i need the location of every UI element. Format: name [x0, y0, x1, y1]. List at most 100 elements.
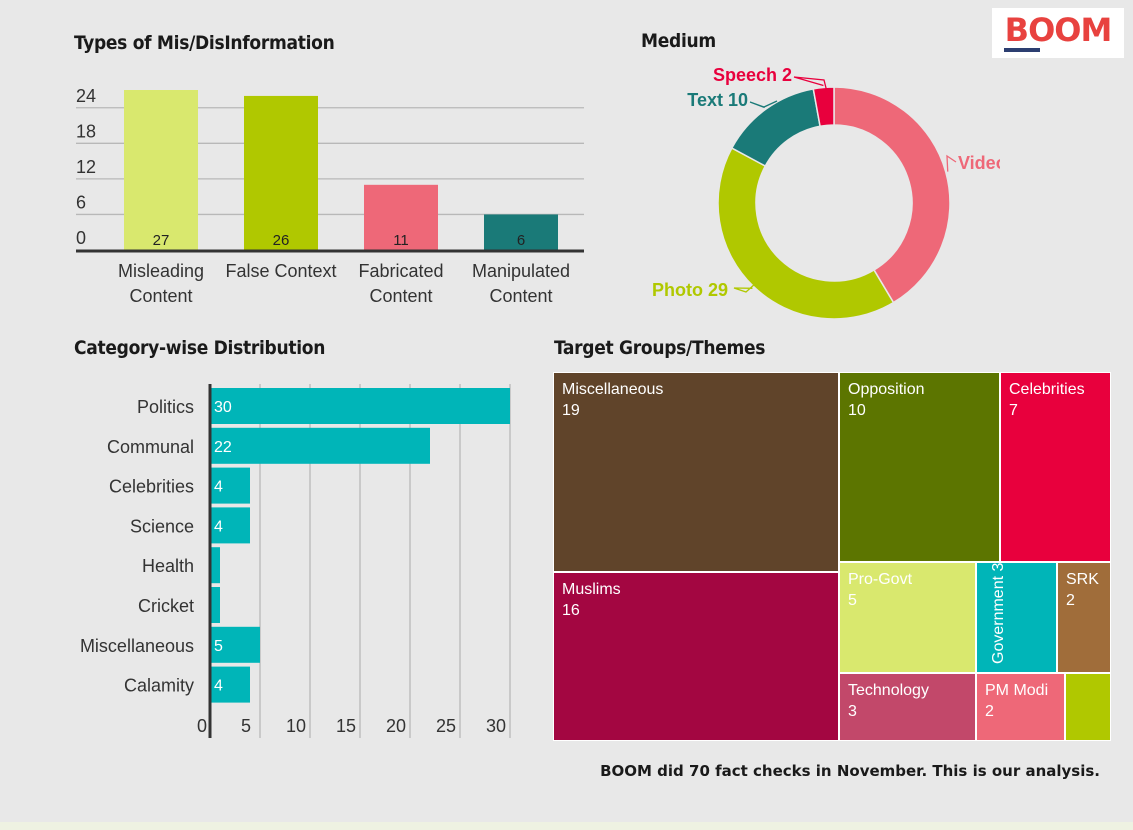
x-category-label: Fabricated: [358, 261, 443, 281]
bar: [364, 184, 438, 250]
donut-slice-label: Text 10: [687, 90, 748, 110]
treemap-cell-label: Opposition: [848, 381, 925, 398]
y-tick-label: 12: [76, 157, 96, 177]
treemap-cell-label: SRK: [1066, 571, 1099, 588]
y-category-label: Calamity: [124, 676, 194, 696]
treemap-cell: Celebrities 7: [1000, 372, 1111, 562]
treemap-cell: Opposition 10: [839, 372, 1000, 562]
donut-slice: [833, 86, 951, 304]
logo-text: BOOM: [1004, 11, 1113, 49]
treemap-cell-label: Celebrities: [1009, 381, 1085, 398]
x-category-label: Content: [489, 286, 552, 306]
bar: [210, 427, 430, 464]
y-tick-label: 6: [76, 192, 86, 212]
treemap-cell-label: Technology: [848, 682, 929, 699]
x-tick-label: 0: [197, 716, 207, 736]
chart-title-category: Category-wise Distribution: [74, 337, 326, 359]
chart-title-target: Target Groups/Themes: [554, 337, 766, 359]
donut-leader-line: [946, 154, 957, 172]
bar-value-label: 11: [393, 232, 409, 249]
bar: [210, 507, 250, 544]
donut-slice: [717, 147, 895, 320]
treemap-cell-label: Pro-Govt: [848, 571, 913, 588]
bar-value-label: 4: [214, 479, 223, 496]
treemap-cell-value: 2: [1066, 592, 1075, 609]
y-tick-label: 0: [76, 228, 86, 248]
y-category-label: Miscellaneous: [80, 636, 194, 656]
chart-title-types: Types of Mis/DisInformation: [74, 32, 335, 54]
treemap-cell-value: 2: [985, 703, 994, 720]
y-tick-label: 18: [76, 121, 96, 141]
x-category-label: Manipulated: [472, 261, 570, 281]
treemap-cell: Pro-Govt 5: [839, 562, 976, 673]
category-bar-chart: 0 5 10 15 20 25 30 30 Politics 22 Communal 4 Celebri…: [80, 384, 511, 738]
treemap-cell-value: 7: [1009, 402, 1018, 419]
medium-donut-chart: Video 29 Photo 29 Text 10 Speech 2: [652, 65, 1000, 320]
donut-slice-label: Speech 2: [713, 65, 792, 85]
footer-note: BOOM did 70 fact checks in November. Thi…: [600, 762, 1100, 780]
bar: [210, 547, 220, 584]
x-tick-label: 10: [286, 716, 306, 736]
treemap-cell: Miscellaneous 19: [553, 372, 839, 572]
treemap-cell-value: 3: [848, 703, 857, 720]
donut-slice-label: Photo 29: [652, 280, 728, 300]
bar: [210, 626, 260, 663]
boom-logo: BOOM: [992, 8, 1124, 58]
bar: [210, 587, 220, 623]
bar-value-label: 5: [214, 638, 223, 655]
treemap-cell-value: 10: [848, 402, 866, 419]
treemap-cell: Technology 3: [839, 673, 976, 741]
x-category-label: Misleading: [118, 261, 204, 281]
bar: [124, 90, 198, 250]
donut-slice: [812, 86, 835, 128]
y-category-label: Cricket: [138, 596, 194, 616]
x-tick-label: 20: [386, 716, 406, 736]
y-category-label: Communal: [107, 437, 194, 457]
treemap-cell-label: Muslims: [562, 581, 621, 598]
bar: [484, 214, 558, 250]
bottom-strip: [0, 822, 1133, 830]
x-category-label: False Context: [225, 261, 336, 281]
bar: [244, 95, 318, 250]
y-tick-label: 24: [76, 86, 96, 106]
logo-underline: [1004, 48, 1040, 52]
y-category-label: Health: [142, 556, 194, 576]
bar-value-label: 4: [214, 678, 223, 695]
bar-value-label: 30: [214, 399, 232, 416]
treemap-cell-value: 19: [562, 402, 580, 419]
bar-value-label: 4: [214, 518, 223, 535]
treemap-cell-label: Government 3: [990, 562, 1007, 664]
donut-leader-line: [733, 282, 757, 293]
x-category-label: Content: [369, 286, 432, 306]
x-tick-label: 25: [436, 716, 456, 736]
treemap-cell-label: PM Modi: [985, 682, 1049, 699]
y-category-label: Science: [130, 516, 194, 536]
bar-value-label: 26: [273, 232, 290, 249]
treemap-cell: [1065, 673, 1111, 741]
donut-slice-label: Video 29: [958, 153, 1000, 173]
treemap-cell: Muslims 16: [553, 572, 839, 741]
bar-value-label: 27: [153, 232, 170, 249]
types-bar-chart: 0 6 12 18 24 27 Misleading Content 26 False Conte…: [76, 86, 584, 306]
treemap-cell: SRK 2: [1057, 562, 1111, 673]
donut-leader-line: [793, 76, 829, 97]
treemap-cell-value: 16: [562, 602, 580, 619]
x-tick-label: 30: [486, 716, 506, 736]
bar: [210, 467, 250, 504]
chart-title-medium: Medium: [641, 30, 716, 52]
bar: [210, 388, 510, 424]
x-category-label: Content: [129, 286, 192, 306]
bar-value-label: 22: [214, 439, 232, 456]
x-tick-label: 5: [241, 716, 251, 736]
treemap-cell: Government 3: [976, 562, 1057, 673]
bar: [210, 666, 250, 703]
treemap-cell: PM Modi 2: [976, 673, 1065, 741]
y-category-label: Politics: [137, 397, 194, 417]
treemap-cell-label: Miscellaneous: [562, 381, 664, 398]
y-category-label: Celebrities: [109, 477, 194, 497]
treemap-cell-value: 5: [848, 592, 857, 609]
donut-leader-line: [749, 100, 778, 109]
target-treemap: Miscellaneous 19 Muslims 16 Opposition 10 Cele…: [553, 372, 1111, 741]
x-tick-label: 15: [336, 716, 356, 736]
bar-value-label: 6: [517, 232, 525, 249]
